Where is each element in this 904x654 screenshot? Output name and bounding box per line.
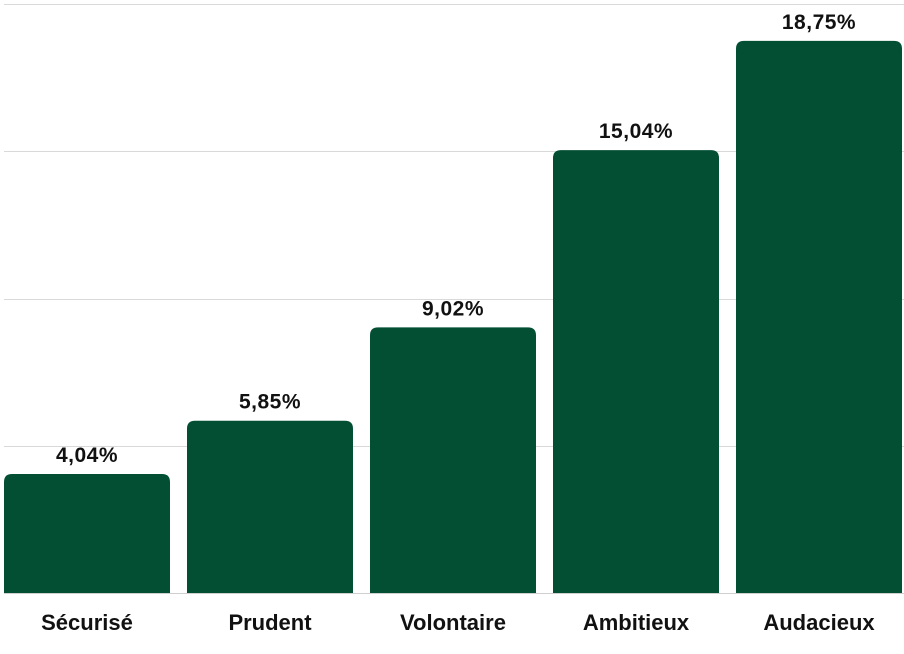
x-tick-label-audacieux: Audacieux [763, 610, 875, 635]
data-label-volontaire: 9,02% [422, 297, 484, 320]
x-tick-label-volontaire: Volontaire [400, 610, 506, 635]
bar-ambitieux [553, 150, 719, 593]
label-layer: 4,04% Sécurisé 5,85% Prudent 9,02% Volontaire… [41, 11, 875, 635]
data-label-audacieux: 18,75% [782, 11, 856, 34]
bar-securise [4, 474, 170, 593]
bar-prudent [187, 420, 353, 593]
x-tick-label-securise: Sécurisé [41, 610, 133, 635]
bar-layer [4, 40, 902, 593]
data-label-ambitieux: 15,04% [599, 120, 673, 143]
bar-volontaire [370, 327, 536, 593]
data-label-securise: 4,04% [56, 444, 118, 467]
x-tick-label-ambitieux: Ambitieux [583, 610, 690, 635]
x-tick-label-prudent: Prudent [228, 610, 312, 635]
data-label-prudent: 5,85% [239, 391, 301, 414]
bar-audacieux [736, 40, 902, 593]
